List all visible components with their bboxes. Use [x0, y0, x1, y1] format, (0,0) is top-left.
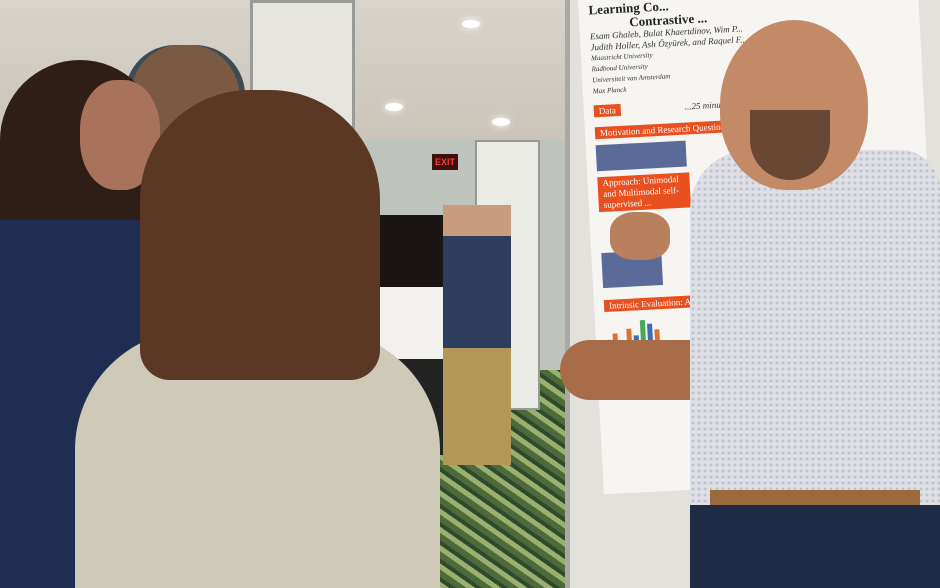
poster-section-header: Approach: Unimodal and Multimodal self-s…	[597, 172, 692, 213]
presenter-hand	[610, 212, 670, 260]
attendee-hair	[140, 90, 380, 380]
presenter-pants	[690, 505, 940, 588]
ceiling-light	[385, 103, 403, 111]
presenter-beard	[750, 110, 830, 180]
poster-section-header: Motivation and Research Questions	[594, 120, 734, 140]
poster-figure	[595, 140, 687, 172]
exit-sign: EXIT	[432, 154, 458, 170]
background-person	[443, 205, 511, 465]
ceiling-light	[492, 118, 510, 126]
presenter-shirt	[690, 150, 940, 530]
ceiling-light	[462, 20, 480, 28]
poster-section-header: Data	[593, 103, 622, 118]
